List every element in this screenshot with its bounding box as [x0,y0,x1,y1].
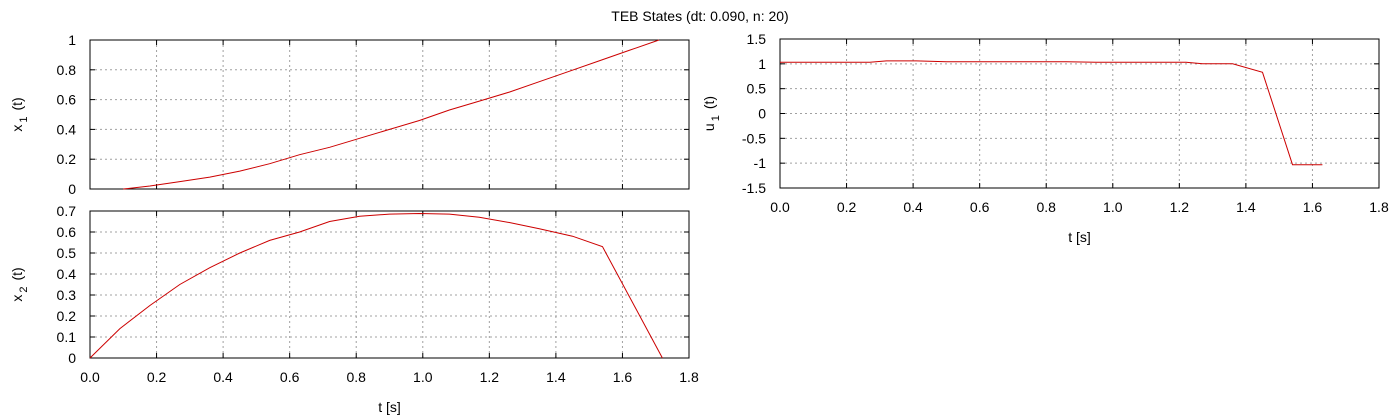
y-tick-label: 0 [68,181,76,197]
x-tick-label: 1.0 [413,369,433,385]
y-tick-label: 0.6 [57,92,77,108]
y-tick-label: 1 [68,32,76,48]
x-axis-label: t [s] [1068,229,1091,245]
plot-u1: -1.5 -1 -0.5 0 0.5 1 1.5 0.0 0.2 0.4 0.6 0.8 1.0 1.2 1… [701,31,1389,245]
series-line-x2 [89,212,663,359]
x-tick-label: 0.2 [837,199,857,215]
x-tick-label: 1.4 [1236,199,1256,215]
y-axis-label-suffix: (t) [9,97,25,110]
y-tick-label: 0.6 [57,224,77,240]
y-tick-label: 0.8 [57,62,77,78]
x-tick-label: 0.4 [903,199,923,215]
x-tick-label: 0.6 [280,369,300,385]
y-tick-label: -1.5 [742,180,766,196]
y-axis-label-symbol: x [9,295,25,302]
y-axis-label-symbol: x [9,125,25,132]
y-tick-label: 0 [758,106,766,122]
y-axis-label-subscript: 1 [18,117,30,123]
y-tick-label: 0.5 [57,245,77,261]
x-tick-label: 1.2 [1170,199,1190,215]
y-axis-label-suffix: (t) [701,96,717,109]
plot-frame [89,210,690,359]
y-tick-label: 0.2 [57,308,77,324]
y-tick-label: 0.3 [57,287,77,303]
x-tick-label: 1.4 [546,369,566,385]
y-tick-label: 0.7 [57,203,77,219]
x-tick-label: 1.8 [1369,199,1389,215]
x-tick-label: 1.6 [613,369,633,385]
x-tick-label: 0.4 [213,369,233,385]
x-axis-label: t [s] [378,399,401,415]
x-tick-label: 0.8 [346,369,366,385]
series-line-x1 [123,39,660,190]
plot-x2: 0 0.1 0.2 0.3 0.4 0.5 0.6 0.7 0.0 0.2 0.4 0.6 0.8 1.0… [9,203,699,415]
y-tick-label: 0.2 [57,151,77,167]
x-tick-label: 1.8 [679,369,699,385]
y-axis-label-subscript: 1 [710,115,722,121]
y-axis-label: x 2 (t) [9,267,30,301]
series-line-u1 [780,60,1323,166]
y-axis-label: u 1 (t) [701,96,722,131]
y-tick-label: 0.5 [747,81,767,97]
y-tick-label: 0.1 [57,329,77,345]
x-tick-label: 0.2 [147,369,167,385]
plot-frame [89,39,690,190]
y-axis-label: x 1 (t) [9,97,30,131]
x-tick-label: 0.0 [80,369,100,385]
x-tick-label: 1.2 [480,369,500,385]
y-tick-label: 0.4 [57,121,77,137]
plot-frame [779,38,1380,189]
y-tick-label: 0 [68,350,76,366]
x-tick-label: 1.0 [1103,199,1123,215]
y-tick-label: -1 [754,155,767,171]
y-axis-label-symbol: u [701,123,717,131]
x-tick-label: 1.6 [1303,199,1323,215]
y-tick-label: 0.4 [57,266,77,282]
x-tick-label: 0.6 [970,199,990,215]
figure-title: TEB States (dt: 0.090, n: 20) [611,8,789,24]
y-axis-label-suffix: (t) [9,267,25,280]
x-tick-label: 0.0 [770,199,790,215]
plot-x1: 0 0.2 0.4 0.6 0.8 1 x 1 (t) [9,32,690,197]
y-axis-label-subscript: 2 [18,287,30,293]
y-tick-label: 1 [758,56,766,72]
y-tick-label: 1.5 [747,31,767,47]
y-tick-label: -0.5 [742,130,766,146]
x-tick-label: 0.8 [1036,199,1056,215]
